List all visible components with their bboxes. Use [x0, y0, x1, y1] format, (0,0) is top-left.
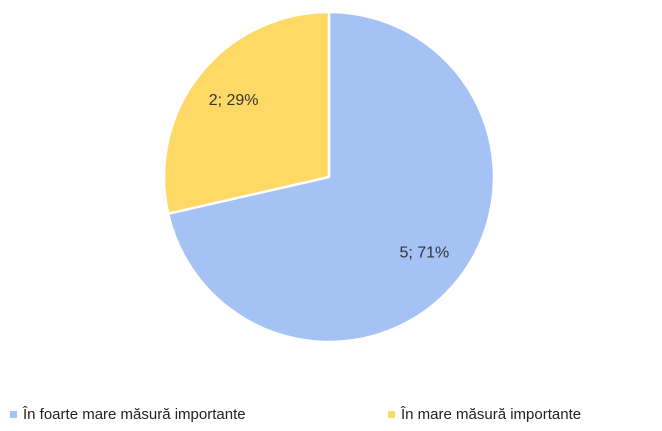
pie-slice — [166, 10, 496, 344]
data-label: 5; 71% — [399, 244, 449, 261]
data-label: 2; 29% — [209, 92, 259, 109]
legend-label: În foarte mare măsură importante — [22, 406, 246, 423]
legend-label: În mare măsură importante — [400, 406, 581, 423]
legend-swatch — [10, 411, 17, 418]
legend-swatch — [388, 411, 395, 418]
legend: În foarte mare măsură importante În mare … — [10, 406, 581, 423]
pie-slice — [162, 10, 331, 216]
